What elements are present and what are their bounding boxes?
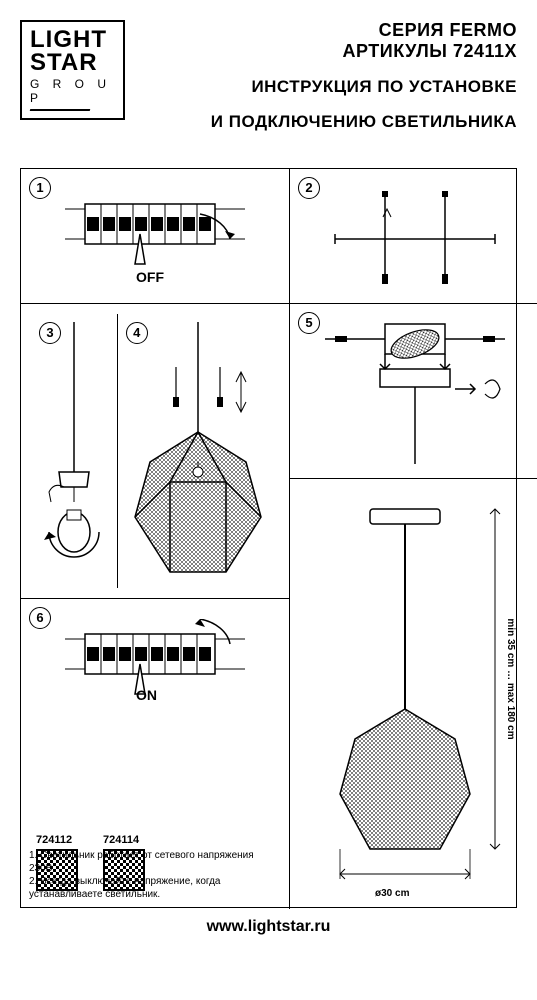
- sub-panel-3: 3: [31, 314, 118, 588]
- step-number: 2: [298, 177, 320, 199]
- logo-line3: G R O U P: [30, 77, 115, 105]
- mount-ceiling-icon: [305, 314, 525, 464]
- header-text: СЕРИЯ FERMO АРТИКУЛЫ 72411X ИНСТРУКЦИЯ П…: [145, 20, 517, 133]
- step-number: 4: [126, 322, 148, 344]
- panel-step-1: 1 OFF: [21, 169, 289, 304]
- panel-step-5: 5: [290, 304, 537, 479]
- panel-step-3-4: 3 4: [21, 304, 289, 599]
- note-1: 1. Светильник работает от сетевого напря…: [29, 849, 281, 875]
- diameter-label: ø30 cm: [375, 888, 409, 899]
- qr-label-2: 724114: [103, 834, 145, 846]
- logo-line2: STAR: [30, 52, 115, 75]
- step-number: 5: [298, 312, 320, 334]
- logo: LIGHT STAR G R O U P: [20, 20, 125, 120]
- off-label: OFF: [136, 269, 164, 285]
- article-label: АРТИКУЛЫ 72411X: [145, 41, 517, 62]
- bulb-install-icon: [39, 322, 109, 592]
- step-number: 3: [39, 322, 61, 344]
- footer-url: www.lightstar.ru: [0, 918, 537, 936]
- title-line1: ИНСТРУКЦИЯ ПО УСТАНОВКЕ: [145, 77, 517, 97]
- qr-label-1: 724112: [36, 834, 78, 846]
- right-column: 2 5: [290, 169, 537, 909]
- panel-step-2: 2: [290, 169, 537, 304]
- header: LIGHT STAR G R O U P СЕРИЯ FERMO АРТИКУЛ…: [0, 0, 537, 143]
- instruction-grid: 1 OFF: [20, 168, 517, 908]
- svg-text:min 35 cm … max 180 cm: min 35 cm … max 180 cm: [505, 618, 516, 739]
- breaker-off-icon: [65, 189, 245, 279]
- panel-step-6: 6 ON: [21, 599, 289, 909]
- step-number: 6: [29, 607, 51, 629]
- sub-panel-4: 4: [118, 314, 279, 588]
- left-column: 1 OFF: [21, 169, 290, 909]
- italy-flag-icon: [30, 109, 91, 111]
- step-number: 1: [29, 177, 51, 199]
- shade-install-icon: [126, 322, 271, 592]
- ceiling-holes-icon: [315, 179, 515, 289]
- note-2: 2. Всегда выключайте напряжение, когда у…: [29, 875, 281, 901]
- panel-dimensions: min 35 cm … max 180 cm ø30 cm: [290, 479, 537, 909]
- series-label: СЕРИЯ FERMO: [145, 20, 517, 41]
- title-line2: И ПОДКЛЮЧЕНИЮ СВЕТИЛЬНИКА: [145, 112, 517, 132]
- on-label: ON: [136, 687, 157, 703]
- notes: 1. Светильник работает от сетевого напря…: [29, 849, 281, 901]
- dimensions-icon: min 35 cm … max 180 cm: [300, 489, 530, 899]
